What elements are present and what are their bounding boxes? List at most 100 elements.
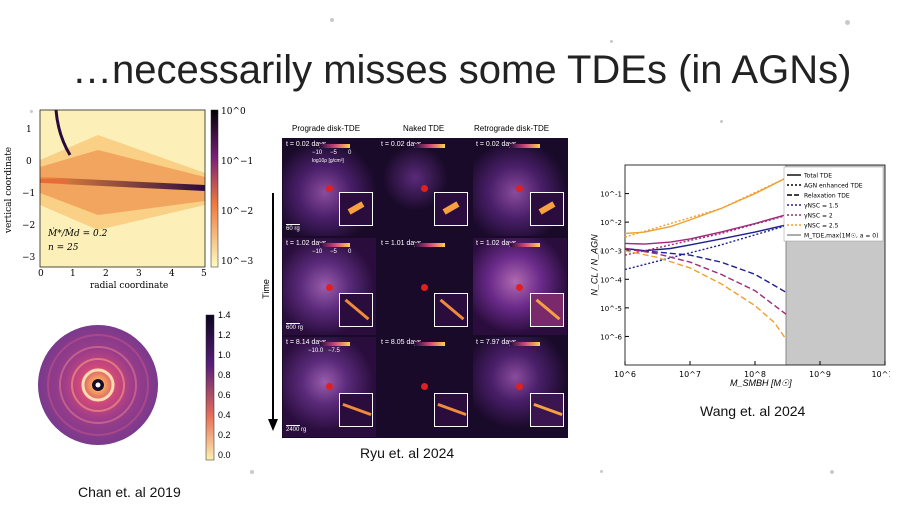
- y-tick-label: −3: [22, 253, 36, 263]
- y-axis-label: vertical coordinate: [4, 146, 15, 234]
- cbar-tick: 0: [348, 249, 352, 255]
- legend-box: [783, 166, 884, 242]
- column-header: Naked TDE: [403, 124, 445, 133]
- x-tick-label: 5: [201, 269, 207, 279]
- y-tick-label: −2: [22, 221, 36, 231]
- bh-dot: [326, 383, 333, 390]
- inset-box: [339, 293, 373, 327]
- colorbar-tick: 0.4: [218, 410, 231, 420]
- inset-box: [434, 293, 468, 327]
- mini-colorbar: [510, 243, 540, 247]
- series-line: [624, 177, 787, 238]
- cbar-tick: −10: [312, 150, 323, 156]
- colorbar-tick: 10^−2: [221, 207, 254, 217]
- mini-colorbar: [415, 243, 445, 247]
- legend-label: γNSC = 2: [804, 213, 833, 220]
- wang-chart-svg: 10^6 10^7 10^8 10^9 10^10 10^-1 10^-2 10^-3 10^-…: [600, 164, 899, 379]
- colorbar-tick: 10^−3: [221, 257, 254, 267]
- colorbar-tick: 0.0: [218, 450, 231, 460]
- scale-bar: [286, 425, 300, 426]
- caption-chan: Chan et. al 2019: [78, 484, 181, 500]
- bh-dot: [326, 185, 333, 192]
- mini-colorbar: [320, 144, 350, 148]
- x-axis-label: M_SMBH [M☉]: [730, 378, 792, 388]
- cbar-tick: −7.5: [328, 348, 340, 354]
- legend-label: Relaxation TDE: [804, 193, 850, 200]
- x-axis-label: radial coordinate: [90, 281, 169, 291]
- mini-colorbar: [320, 243, 350, 247]
- mini-colorbar: [510, 144, 540, 148]
- x-tick-label: 0: [38, 269, 44, 279]
- mini-colorbar: [510, 342, 540, 346]
- cbar-tick: 0: [348, 150, 352, 156]
- x-tick-label: 3: [136, 269, 142, 279]
- chan-disk-panel: 1.4 1.2 1.0 0.8 0.6 0.4 0.2 0.0: [28, 310, 258, 470]
- scale-label: 600 rg: [286, 325, 304, 331]
- y-tick-label: 10^-1: [600, 191, 622, 199]
- inset-box: [339, 393, 373, 427]
- inset-box: [434, 393, 468, 427]
- panel-cell: [473, 238, 567, 335]
- x-tick-label: 2: [103, 269, 109, 279]
- scale-label: 2400 rg: [286, 427, 307, 433]
- bh-dot: [421, 185, 428, 192]
- y-tick-label: 10^-5: [600, 305, 622, 313]
- chan-density-plot: [39, 109, 219, 268]
- inset-box: [339, 192, 373, 226]
- chan-density-panel: 1 0 −1 −2 −3 0 1 2 3 4 5 radial coordina…: [4, 105, 253, 295]
- time-stamp: t = 8.14 days: [286, 339, 327, 346]
- y-tick-label: 10^-2: [600, 219, 622, 227]
- series-line: [624, 248, 787, 293]
- column-header: Retrograde disk-TDE: [474, 124, 550, 133]
- cbar-tick: −5: [330, 150, 337, 156]
- bh-dot: [516, 185, 523, 192]
- time-stamp: t = 0.02 days: [381, 141, 422, 148]
- colorbar-tick: 0.2: [218, 430, 231, 440]
- series-line: [624, 224, 787, 252]
- series-line: [624, 247, 787, 315]
- cbar-tick: −5: [330, 249, 337, 255]
- x-tick-label: 10^6: [614, 370, 636, 379]
- caption-wang: Wang et. al 2024: [700, 403, 806, 419]
- colorbar-tick: 0.6: [218, 390, 231, 400]
- x-tick-label: 4: [169, 269, 175, 279]
- annotation-mdot: Ṁ*/Ṁd = 0.2: [48, 229, 108, 239]
- legend-label: γNSC = 1.5: [804, 203, 839, 210]
- time-stamp: t = 8.05 days: [381, 339, 422, 346]
- x-tick-label: 10^7: [679, 370, 701, 379]
- time-stamp: t = 7.97 days: [476, 339, 517, 346]
- ryu-panel: Prograde disk-TDE Naked TDE Retrograde d…: [260, 118, 572, 440]
- x-tick-label: 10^9: [809, 370, 831, 379]
- annotation-n: n = 25: [48, 243, 79, 253]
- colorbar-tick: 0.8: [218, 370, 231, 380]
- wang-chart: 10^6 10^7 10^8 10^9 10^10 10^-1 10^-2 10^-3 10^-…: [590, 160, 899, 400]
- x-tick-label: 1: [70, 269, 76, 279]
- mini-colorbar: [415, 144, 445, 148]
- panel-cell: [473, 337, 567, 437]
- inset-box: [530, 192, 564, 226]
- y-tick-label: 10^-6: [600, 333, 622, 341]
- colorbar-tick: 10^−1: [221, 157, 254, 167]
- series-line: [624, 214, 787, 256]
- column-header: Prograde disk-TDE: [292, 124, 361, 133]
- x-tick-label: 10^8: [744, 370, 766, 379]
- y-tick-label: 0: [26, 157, 32, 167]
- time-stamp: t = 1.02 days: [476, 240, 517, 247]
- bh-dot: [421, 284, 428, 291]
- time-label: Time: [260, 279, 271, 299]
- inset-box: [434, 192, 468, 226]
- bh-dot: [516, 284, 523, 291]
- scale-bar: [286, 323, 300, 324]
- y-tick-label: 1: [26, 125, 32, 135]
- legend-label: AGN enhanced TDE: [804, 183, 863, 190]
- caption-ryu: Ryu et. al 2024: [360, 445, 455, 461]
- bh-dot: [326, 284, 333, 291]
- panel-cell: [378, 337, 471, 437]
- time-stamp: t = 0.02 days: [286, 141, 327, 148]
- colorbar-tick: 10^0: [221, 107, 246, 117]
- time-arrow: [268, 193, 278, 431]
- time-stamp: t = 1.02 days: [286, 240, 327, 247]
- bh-dot: [516, 383, 523, 390]
- colorbar-tick: 1.0: [218, 350, 231, 360]
- inset-box: [530, 393, 564, 427]
